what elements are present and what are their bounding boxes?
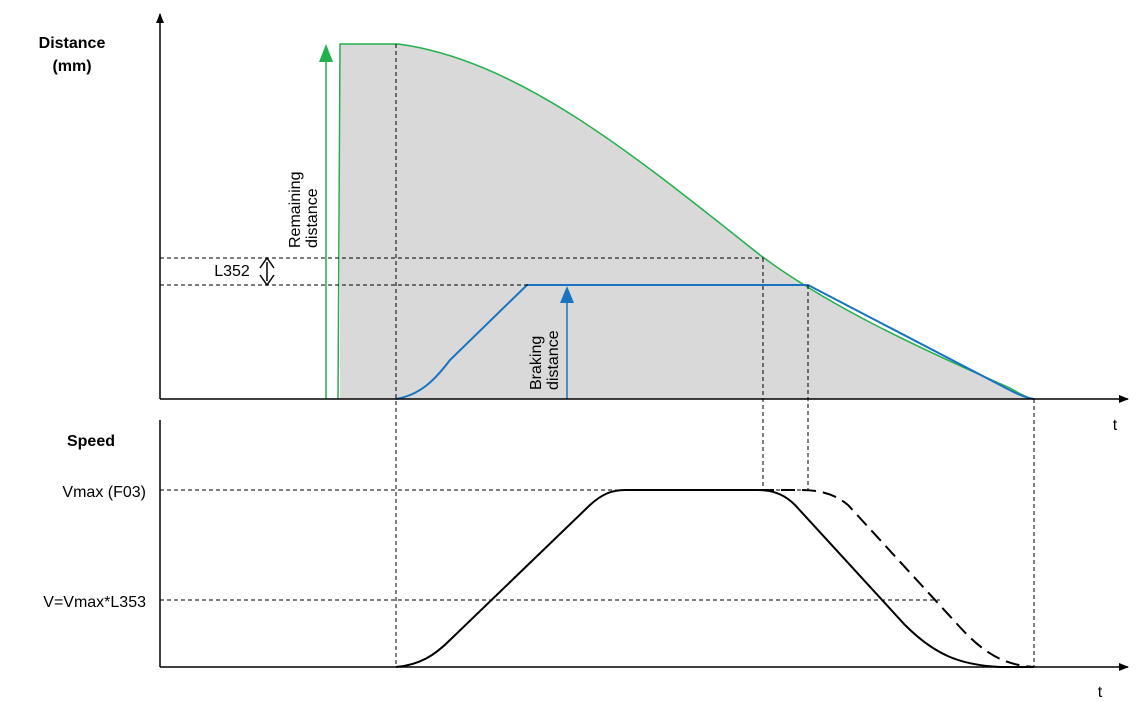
braking-distance-label-line1: Braking: [528, 336, 545, 390]
speed-x-axis-label: t: [1098, 684, 1103, 701]
speed-curve-actual: [395, 489, 1034, 668]
distance-title-line2: (mm): [52, 58, 91, 75]
remaining-distance-label-line2: distance: [304, 188, 321, 248]
remaining-distance-curve: [337, 43, 1035, 400]
l352-arrow-down-icon: [259, 274, 275, 287]
speed-title: Speed: [67, 433, 115, 450]
remaining-distance-arrowhead: [319, 44, 333, 62]
l352-label: L352: [214, 263, 250, 280]
remaining-distance-area: [340, 44, 1034, 399]
l352-arrow-up-icon: [259, 256, 275, 269]
braking-distance-label-line2: distance: [545, 330, 562, 390]
vmax-label: Vmax (F03): [62, 484, 146, 501]
braking-distance-arrowhead: [560, 286, 574, 303]
speed-curve-original: [760, 489, 1035, 668]
distance-title-line1: Distance: [39, 35, 106, 52]
distance-x-axis-label: t: [1113, 417, 1118, 434]
v-reduced-label: V=Vmax*L353: [43, 594, 146, 611]
remaining-distance-label-line1: Remaining: [287, 172, 304, 248]
